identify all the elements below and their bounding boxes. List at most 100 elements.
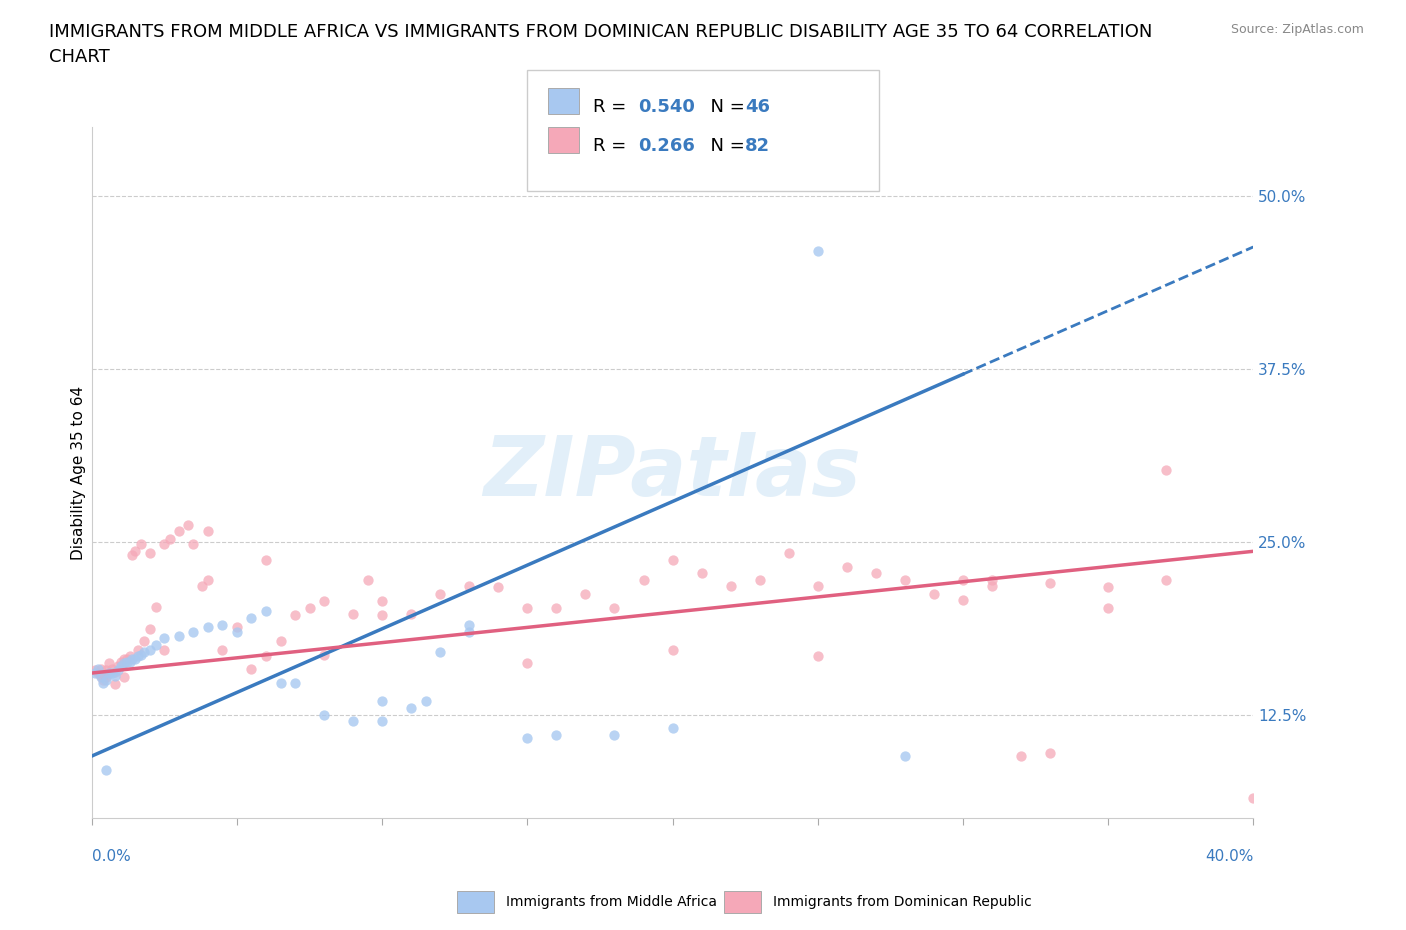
Point [399, 606, 422, 621]
Point [93, 675, 115, 690]
Point [93, 672, 115, 687]
Point [83, 666, 105, 681]
Point [1154, 573, 1177, 588]
Point [139, 545, 162, 560]
Point [284, 607, 307, 622]
Point [1154, 462, 1177, 477]
Point [516, 601, 538, 616]
Point [458, 578, 481, 593]
Point [720, 578, 742, 593]
Point [807, 244, 830, 259]
Point [690, 566, 713, 581]
Point [371, 693, 394, 708]
Point [211, 618, 233, 632]
Point [981, 573, 1004, 588]
Point [86, 661, 108, 676]
Point [176, 518, 198, 533]
Point [127, 649, 149, 664]
Point [211, 642, 233, 657]
Point [546, 601, 568, 616]
Point [1039, 576, 1062, 591]
Point [1039, 746, 1062, 761]
Text: Source: ZipAtlas.com: Source: ZipAtlas.com [1230, 23, 1364, 36]
Text: Immigrants from Dominican Republic: Immigrants from Dominican Republic [773, 895, 1032, 910]
Point [458, 624, 481, 639]
Point [661, 721, 683, 736]
Point [145, 638, 167, 653]
Point [153, 631, 176, 646]
Point [127, 642, 149, 657]
Point [254, 649, 277, 664]
Point [399, 700, 422, 715]
Point [107, 658, 129, 673]
Point [86, 666, 108, 681]
Point [314, 647, 336, 662]
Point [415, 693, 437, 708]
Point [574, 587, 596, 602]
Point [98, 656, 121, 671]
Point [139, 621, 162, 636]
Point [112, 656, 135, 671]
Point [191, 578, 214, 593]
Point [115, 655, 138, 670]
Point [121, 548, 143, 563]
Point [865, 566, 887, 581]
Point [371, 714, 394, 729]
Point [89, 670, 111, 684]
Point [486, 579, 509, 594]
Point [922, 587, 945, 602]
Point [371, 607, 394, 622]
Point [778, 545, 800, 560]
Point [197, 523, 219, 538]
Point [1097, 601, 1119, 616]
Point [112, 652, 135, 667]
Point [96, 663, 118, 678]
Point [197, 620, 219, 635]
Point [952, 573, 974, 588]
Text: N =: N = [699, 98, 751, 115]
Text: N =: N = [699, 137, 751, 154]
Point [254, 552, 277, 567]
Point [107, 663, 129, 678]
Point [115, 652, 138, 667]
Point [96, 672, 118, 687]
Point [153, 537, 176, 551]
Point [132, 633, 155, 648]
Point [546, 728, 568, 743]
Point [429, 587, 451, 602]
Point [132, 644, 155, 659]
Point [124, 544, 146, 559]
Text: 0.0%: 0.0% [91, 849, 131, 864]
Point [894, 749, 917, 764]
Point [661, 642, 683, 657]
Text: IMMIGRANTS FROM MIDDLE AFRICA VS IMMIGRANTS FROM DOMINICAN REPUBLIC DISABILITY A: IMMIGRANTS FROM MIDDLE AFRICA VS IMMIGRA… [49, 23, 1153, 66]
Point [254, 604, 277, 618]
Point [118, 649, 141, 664]
Point [371, 593, 394, 608]
Point [104, 664, 127, 679]
Point [96, 763, 118, 777]
Point [1097, 579, 1119, 594]
Point [101, 661, 124, 676]
Point [121, 652, 143, 667]
Point [104, 669, 127, 684]
Point [981, 578, 1004, 593]
Point [139, 642, 162, 657]
Point [240, 661, 263, 676]
Text: 0.540: 0.540 [638, 98, 695, 115]
Point [270, 633, 292, 648]
Point [104, 677, 127, 692]
Point [284, 675, 307, 690]
Text: 82: 82 [745, 137, 770, 154]
Point [1010, 749, 1032, 764]
Point [314, 593, 336, 608]
Text: 46: 46 [745, 98, 770, 115]
Text: 40.0%: 40.0% [1205, 849, 1253, 864]
Point [96, 670, 118, 684]
Text: R =: R = [593, 98, 633, 115]
Point [98, 666, 121, 681]
Point [112, 670, 135, 684]
Point [197, 573, 219, 588]
Point [748, 573, 770, 588]
Point [118, 655, 141, 670]
